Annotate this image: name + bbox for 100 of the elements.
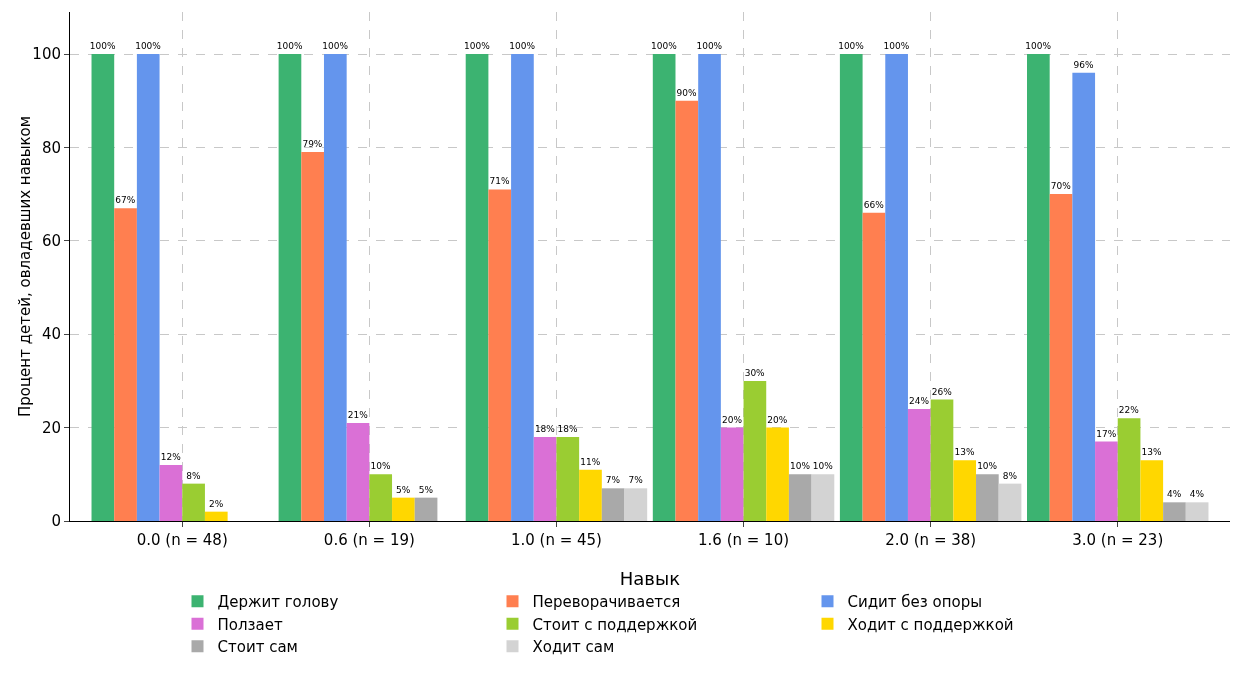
x-tick-label: 0.6 (n = 19) bbox=[323, 531, 415, 549]
y-tick-label: 100 bbox=[32, 45, 61, 64]
legend-label: Ходит сам bbox=[532, 638, 615, 657]
data-label: 79% bbox=[302, 139, 323, 150]
x-tick-label: 1.0 (n = 45) bbox=[510, 531, 602, 549]
bar bbox=[907, 408, 931, 521]
bar bbox=[488, 189, 512, 521]
data-label: 100% bbox=[1025, 41, 1052, 52]
bar bbox=[414, 497, 438, 521]
data-label: 8% bbox=[1002, 470, 1018, 481]
bar bbox=[698, 54, 721, 521]
data-label: 20% bbox=[721, 414, 743, 425]
bar bbox=[369, 474, 393, 521]
bar bbox=[278, 54, 302, 521]
data-label: 96% bbox=[1073, 59, 1094, 70]
data-label: 100% bbox=[89, 41, 116, 52]
x-tick-label: 1.6 (n = 10) bbox=[698, 531, 790, 549]
bar bbox=[91, 54, 115, 521]
bar bbox=[624, 488, 648, 521]
y-tick-label: 80 bbox=[41, 138, 61, 157]
bar bbox=[1027, 54, 1050, 521]
bar bbox=[346, 422, 370, 521]
legend-title: Навык bbox=[619, 568, 681, 590]
bar bbox=[976, 474, 999, 521]
legend-label: Стоит сам bbox=[217, 638, 298, 657]
bar bbox=[998, 483, 1022, 521]
data-label: 10% bbox=[812, 461, 834, 472]
bar bbox=[788, 474, 812, 521]
bar bbox=[1185, 502, 1209, 521]
data-label: 22% bbox=[1118, 405, 1140, 416]
data-label: 100% bbox=[276, 41, 304, 52]
bar bbox=[1049, 194, 1073, 521]
y-axis-title: Процент детей, овладевших навыком bbox=[16, 115, 34, 418]
bar bbox=[511, 54, 534, 521]
bar bbox=[675, 100, 699, 521]
data-label: 100% bbox=[838, 41, 865, 52]
bar bbox=[556, 436, 580, 521]
data-label: 100% bbox=[322, 41, 349, 52]
bar bbox=[862, 212, 886, 521]
y-tick-label: 60 bbox=[41, 232, 61, 251]
data-label: 13% bbox=[954, 447, 975, 458]
bar bbox=[743, 380, 767, 521]
data-label: 5% bbox=[396, 484, 411, 495]
legend-label: Переворачивается bbox=[532, 593, 681, 612]
x-tick-label: 0.0 (n = 48) bbox=[136, 531, 228, 549]
data-label: 100% bbox=[696, 41, 723, 52]
data-label: 100% bbox=[463, 41, 491, 52]
data-label: 4% bbox=[1167, 489, 1182, 500]
data-label: 17% bbox=[1096, 428, 1117, 439]
bar bbox=[885, 54, 908, 521]
bar bbox=[533, 436, 557, 521]
bar bbox=[766, 427, 789, 521]
data-label: 24% bbox=[909, 395, 930, 406]
data-label: 5% bbox=[418, 484, 434, 495]
legend-label: Сидит без опоры bbox=[847, 593, 983, 612]
data-label: 10% bbox=[790, 461, 811, 472]
bar bbox=[930, 399, 954, 521]
data-label: 71% bbox=[489, 176, 510, 187]
bar bbox=[579, 469, 602, 521]
y-tick-label: 0 bbox=[51, 512, 61, 531]
bar bbox=[811, 474, 835, 521]
bar bbox=[839, 54, 863, 521]
data-label: 100% bbox=[509, 41, 536, 52]
data-label: 100% bbox=[135, 41, 162, 52]
data-label: 70% bbox=[1050, 181, 1072, 192]
data-label: 18% bbox=[557, 423, 579, 434]
data-label: 8% bbox=[186, 470, 201, 481]
y-tick-label: 40 bbox=[41, 325, 61, 344]
y-tick-label: 20 bbox=[41, 418, 61, 437]
data-label: 30% bbox=[744, 367, 766, 378]
data-label: 13% bbox=[1141, 447, 1162, 458]
data-label: 21% bbox=[347, 409, 369, 420]
data-label: 7% bbox=[628, 475, 644, 486]
bar bbox=[136, 54, 160, 521]
bar bbox=[601, 488, 625, 521]
x-tick-label: 3.0 (n = 23) bbox=[1072, 531, 1164, 549]
bar bbox=[1163, 502, 1186, 521]
bar bbox=[114, 208, 137, 521]
data-label: 7% bbox=[605, 475, 621, 486]
data-label: 100% bbox=[883, 41, 910, 52]
bar bbox=[1095, 441, 1118, 521]
data-label: 100% bbox=[651, 41, 678, 52]
x-tick-label: 2.0 (n = 38) bbox=[885, 531, 977, 549]
data-label: 26% bbox=[931, 386, 953, 397]
bar bbox=[301, 152, 324, 521]
bar bbox=[392, 497, 415, 521]
data-label: 18% bbox=[534, 423, 556, 434]
legend-label: Ходит с поддержкой bbox=[847, 615, 1014, 634]
data-label: 11% bbox=[580, 456, 601, 467]
bar bbox=[323, 54, 347, 521]
data-label: 2% bbox=[208, 498, 224, 509]
bar bbox=[182, 483, 205, 521]
legend-label: Стоит с поддержкой bbox=[532, 615, 698, 634]
bar bbox=[953, 460, 977, 521]
legend-label: Ползает bbox=[217, 615, 283, 634]
data-label: 10% bbox=[977, 461, 998, 472]
data-label: 90% bbox=[676, 87, 698, 98]
data-label: 4% bbox=[1189, 489, 1205, 500]
bar bbox=[720, 427, 744, 521]
bar bbox=[465, 54, 489, 521]
